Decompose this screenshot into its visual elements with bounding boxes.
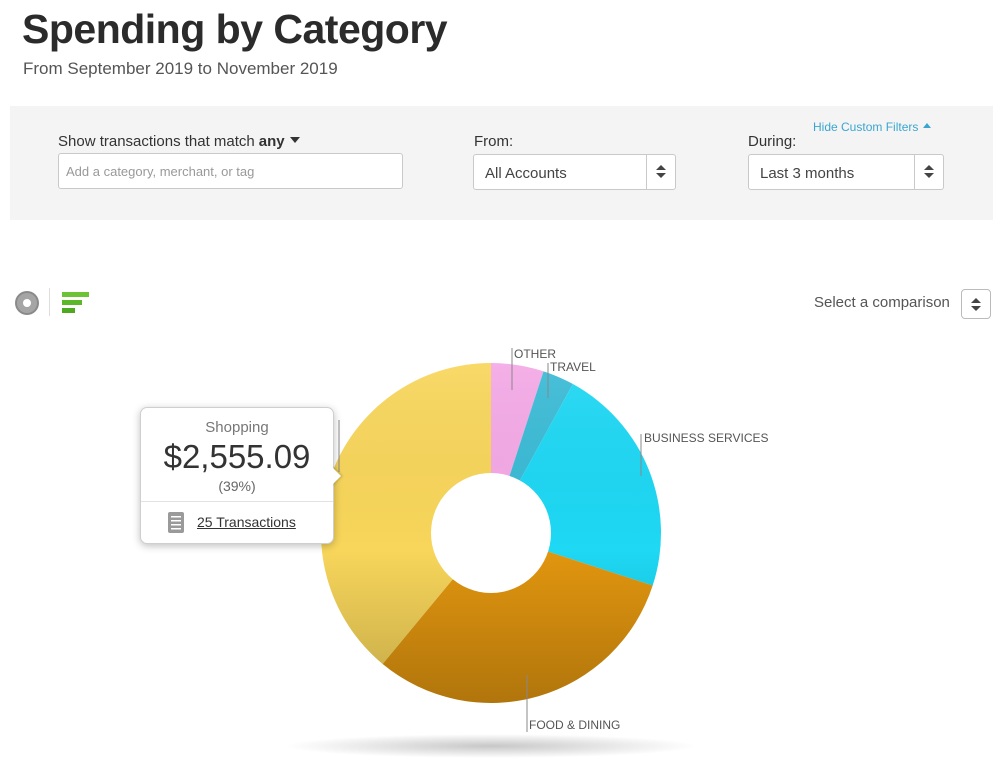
match-label-text: Show transactions that match [58,133,255,150]
tooltip-amount: $2,555.09 [163,438,311,475]
filter-search-input[interactable] [58,153,403,189]
slice-label: FOOD & DINING [529,718,620,732]
comparison-select[interactable] [961,289,991,319]
select-arrows-icon [646,155,675,189]
transactions-link[interactable]: 25 Transactions [197,514,296,530]
tooltip-pointer [331,466,341,486]
match-mode-value: any [258,133,285,150]
date-range-subtitle: From September 2019 to November 2019 [23,59,338,78]
slice-label: TRAVEL [550,360,596,374]
chart-shadow [286,734,696,758]
from-label: From: [474,133,514,150]
tooltip-divider [141,501,333,502]
document-icon [168,512,184,533]
view-toggle-divider [49,288,50,316]
hide-custom-filters-link[interactable]: Hide Custom Filters [813,120,932,134]
slice-label: BUSINESS SERVICES [644,431,769,445]
donut-chart-icon[interactable] [14,290,40,316]
period-select-value: Last 3 months [760,165,855,182]
slice-label: OTHER [514,347,556,361]
slice-tooltip: Shopping $2,555.09 (39%) 25 Transactions [140,407,334,544]
account-select-value: All Accounts [485,165,567,182]
chevron-up-icon [971,298,981,303]
comparison-label: Select a comparison [814,294,950,311]
hide-custom-filters-text: Hide Custom Filters [813,120,919,134]
donut-hole [431,473,551,593]
tooltip-category: Shopping [205,419,269,436]
select-arrows-icon [914,155,943,189]
caret-up-icon [923,123,932,129]
caret-down-icon [289,137,300,144]
page-title: Spending by Category [22,6,448,52]
period-select[interactable]: Last 3 months [748,154,944,190]
match-mode-dropdown[interactable]: any [259,133,300,150]
account-select[interactable]: All Accounts [473,154,676,190]
bar-chart-icon[interactable] [62,291,90,315]
during-label: During: [748,133,797,150]
chevron-down-icon [971,306,981,311]
tooltip-percent: (39%) [218,478,256,494]
match-filter-label: Show transactions that match any [58,133,300,150]
